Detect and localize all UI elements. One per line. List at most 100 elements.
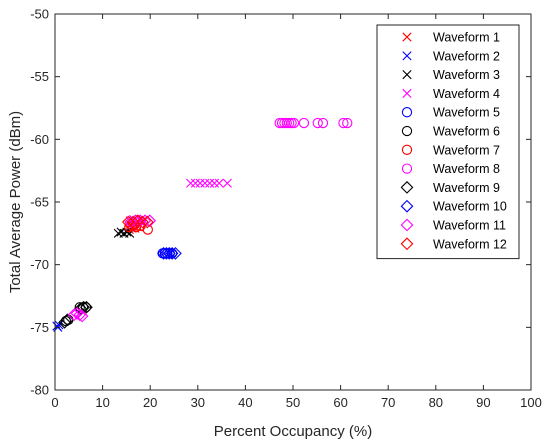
data-point [317, 117, 329, 129]
x-tick-label: 70 [381, 395, 395, 410]
x-tick-label: 40 [238, 395, 252, 410]
legend-box [376, 24, 520, 260]
y-tick-label: -75 [30, 320, 49, 335]
data-point [288, 117, 300, 129]
legend-marker [401, 125, 413, 137]
series-10 [157, 247, 182, 260]
legend-marker [402, 88, 412, 98]
data-point [284, 117, 295, 129]
legend-label: Waveform 3 [433, 68, 500, 82]
x-tick-label: 20 [143, 395, 157, 410]
y-tick-label: -60 [30, 132, 49, 147]
y-tick-label: -55 [30, 69, 49, 84]
legend: Waveform 1 Waveform 2 Waveform 3 Waveform 4… [376, 24, 520, 260]
y-tick-label: -65 [30, 195, 49, 210]
data-point [298, 117, 310, 129]
legend-label: Waveform 8 [433, 162, 500, 176]
legend-label: Waveform 12 [433, 237, 507, 251]
legend-entry: Waveform 2 [402, 49, 500, 63]
x-tick-label: 100 [520, 395, 542, 410]
data-point [222, 178, 232, 188]
data-point [165, 247, 179, 260]
legend-label: Waveform 4 [433, 87, 500, 101]
y-tick-label: -70 [30, 257, 49, 272]
data-point [205, 178, 215, 188]
data-point [162, 247, 176, 260]
data-point [129, 214, 142, 228]
legend-entry: Waveform 9 [400, 181, 500, 195]
series-8 [274, 117, 353, 129]
y-axis: -80 -75 -70 -65 -60 -55 -50 [30, 7, 531, 398]
data-point [186, 178, 196, 188]
legend-marker [400, 199, 414, 213]
series-3 [113, 227, 135, 238]
legend-entry: Waveform 6 [401, 125, 500, 139]
x-tick-label: 90 [476, 395, 490, 410]
data-point [200, 178, 210, 188]
data-point [169, 247, 182, 260]
legend-entry: Waveform 7 [401, 143, 500, 157]
legend-marker [400, 237, 414, 251]
data-point [74, 302, 88, 315]
legend-entry: Waveform 4 [402, 87, 500, 101]
data-point [133, 214, 147, 228]
x-tick-label: 0 [51, 395, 58, 410]
x-axis-label: Percent Occupancy (%) [214, 423, 372, 440]
data-point [121, 215, 135, 229]
data-point [75, 309, 89, 323]
data-point [195, 178, 205, 188]
legend-label: Waveform 10 [433, 200, 507, 214]
data-point [143, 214, 157, 228]
data-point [160, 247, 173, 260]
legend-marker [401, 163, 413, 174]
data-point [338, 117, 349, 129]
data-point [209, 178, 220, 188]
series-12 [121, 214, 154, 229]
legend-marker [402, 51, 412, 61]
data-marks [52, 117, 353, 332]
data-point [214, 178, 224, 188]
series-11 [67, 214, 157, 323]
legend-label: Waveform 9 [433, 181, 500, 195]
data-point [136, 215, 149, 229]
legend-entry: Waveform 10 [400, 199, 507, 214]
data-point [157, 247, 170, 260]
legend-entry: Waveform 11 [400, 218, 506, 233]
legend-label: Waveform 6 [433, 125, 500, 139]
data-point [124, 215, 138, 229]
legend-marker [400, 181, 414, 194]
legend-label: Waveform 2 [433, 49, 500, 63]
legend-label: Waveform 11 [433, 219, 506, 233]
data-point [166, 248, 178, 259]
data-point [286, 117, 297, 129]
x-tick-label: 50 [286, 395, 300, 410]
legend-marker [402, 70, 412, 80]
x-tick-label: 10 [95, 395, 109, 410]
legend-entry: Waveform 3 [402, 68, 500, 82]
y-tick-label: -50 [30, 7, 49, 22]
data-point [67, 308, 81, 322]
data-point [312, 117, 323, 129]
legend-marker [401, 144, 413, 155]
legend-label: Waveform 7 [433, 143, 500, 157]
data-point [140, 215, 154, 229]
x-tick-label: 80 [429, 395, 443, 410]
legend-entry: Waveform 5 [401, 106, 500, 120]
data-point [190, 178, 201, 188]
legend-marker [400, 218, 414, 232]
legend-label: Waveform 1 [433, 31, 500, 45]
data-point [58, 315, 71, 329]
x-tick-label: 60 [333, 395, 347, 410]
data-point [80, 300, 93, 314]
data-point [73, 308, 87, 322]
data-point [126, 215, 140, 229]
legend-label: Waveform 5 [433, 106, 500, 120]
x-axis: 0 10 20 30 40 50 60 70 80 90 100 [51, 14, 542, 410]
data-point [60, 315, 72, 327]
y-axis-label: Total Average Power (dBm) [7, 111, 24, 293]
legend-entry: Waveform 12 [400, 237, 507, 251]
legend-entry: Waveform 1 [402, 31, 500, 45]
data-point [342, 117, 353, 129]
data-point [281, 117, 292, 129]
